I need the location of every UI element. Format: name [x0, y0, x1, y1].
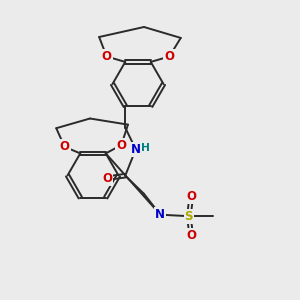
Text: S: S: [184, 210, 193, 223]
Text: O: O: [164, 50, 174, 63]
Text: O: O: [102, 172, 112, 184]
Text: N: N: [131, 143, 141, 156]
Text: O: O: [116, 139, 126, 152]
Text: O: O: [186, 190, 196, 203]
Text: O: O: [60, 140, 70, 153]
Text: N: N: [155, 208, 165, 221]
Text: H: H: [141, 143, 150, 153]
Text: O: O: [102, 50, 112, 63]
Text: O: O: [186, 229, 196, 242]
